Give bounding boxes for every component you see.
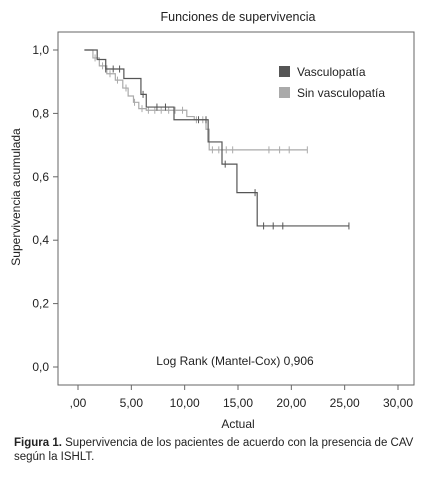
y-tick-label: 0,2 <box>32 297 49 311</box>
figure-caption-label: Figura 1. <box>14 437 62 449</box>
y-axis-label: Supervivencia acumulada <box>9 128 23 266</box>
series-layer <box>84 49 350 230</box>
y-tick-label: 0,6 <box>32 170 49 184</box>
legend-swatch <box>279 66 290 77</box>
x-tick-label: ,00 <box>70 396 87 410</box>
x-tick-label: 25,00 <box>330 396 360 410</box>
chart-title: Funciones de supervivencia <box>161 10 316 24</box>
y-tick-label: 0,0 <box>32 360 49 374</box>
legend: Vasculopatía Sin vasculopatía <box>279 65 385 100</box>
y-tick-label: 0,4 <box>32 233 49 247</box>
log-rank-annotation: Log Rank (Mantel-Cox) 0,906 <box>156 354 314 368</box>
legend-label: Sin vasculopatía <box>297 86 385 100</box>
y-tick-label: 1,0 <box>32 43 49 57</box>
plot-frame <box>57 31 415 386</box>
x-tick-label: 5,00 <box>120 396 144 410</box>
survival-chart: Funciones de supervivencia ,00 5,00 10,00 1… <box>9 10 415 431</box>
x-axis-label: Actual <box>221 417 254 431</box>
x-tick-label: 10,00 <box>170 396 200 410</box>
axes: ,00 5,00 10,00 15,00 20,00 25,00 30,00 0,0 0,2 0,… <box>32 43 413 410</box>
figure-caption-text: Supervivencia de los pacientes de acuerd… <box>14 437 414 463</box>
figure-caption: Figura 1. Supervivencia de los pacientes… <box>14 436 419 464</box>
x-tick-label: 15,00 <box>223 396 253 410</box>
series-line-sin-vasculopatia <box>84 49 308 151</box>
y-tick-label: 0,8 <box>32 106 49 120</box>
x-tick-label: 30,00 <box>383 396 413 410</box>
legend-swatch <box>279 87 290 98</box>
legend-label: Vasculopatía <box>297 65 366 79</box>
x-tick-label: 20,00 <box>276 396 306 410</box>
